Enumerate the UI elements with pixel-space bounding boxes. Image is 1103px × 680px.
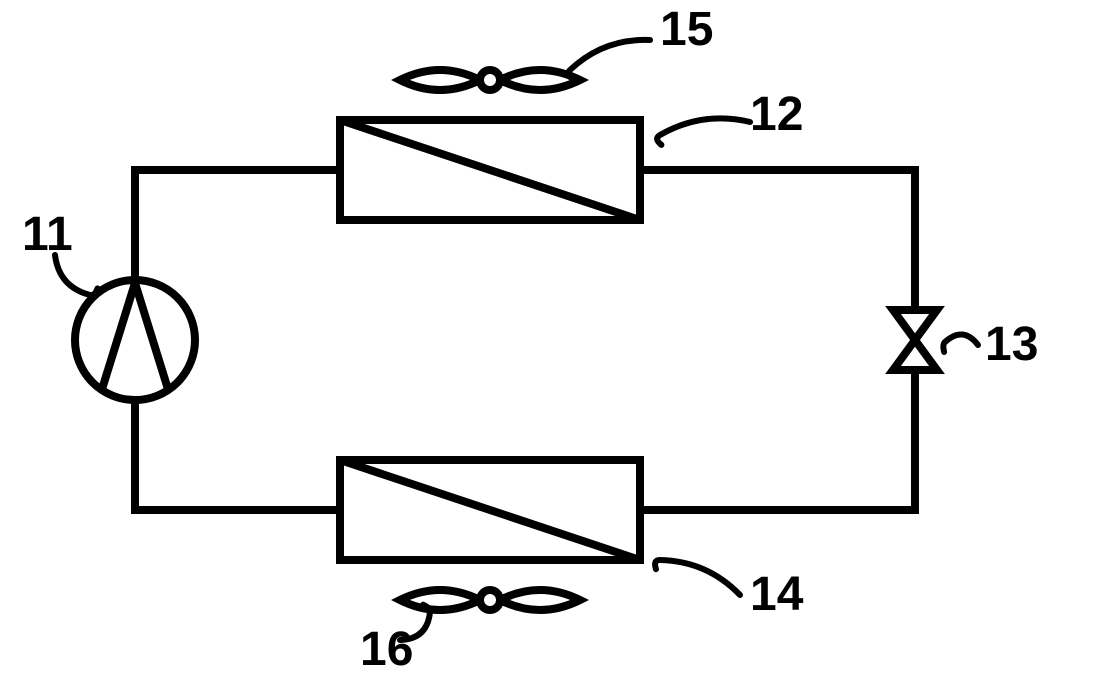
pipe-valve-to-evaporator	[640, 370, 915, 510]
label-11: 11	[22, 208, 73, 261]
pipe-condenser-to-valve	[640, 170, 915, 310]
leader-13	[943, 334, 978, 351]
label-14: 14	[750, 568, 804, 621]
leader-14	[655, 560, 740, 595]
expansion-valve-bottom	[893, 340, 937, 370]
condenser-fan-icon	[400, 70, 580, 90]
label-12: 12	[750, 88, 803, 141]
label-15: 15	[660, 3, 713, 56]
label-13: 13	[985, 318, 1038, 371]
leader-11	[55, 255, 98, 295]
leader-12	[657, 118, 750, 144]
refrigeration-cycle-diagram: 11 12 13 14 15 16	[0, 0, 1103, 680]
pipe-compressor-to-condenser	[135, 170, 340, 280]
pipe-evaporator-to-compressor	[135, 400, 340, 510]
label-16: 16	[360, 623, 413, 676]
leader-15	[568, 40, 650, 79]
